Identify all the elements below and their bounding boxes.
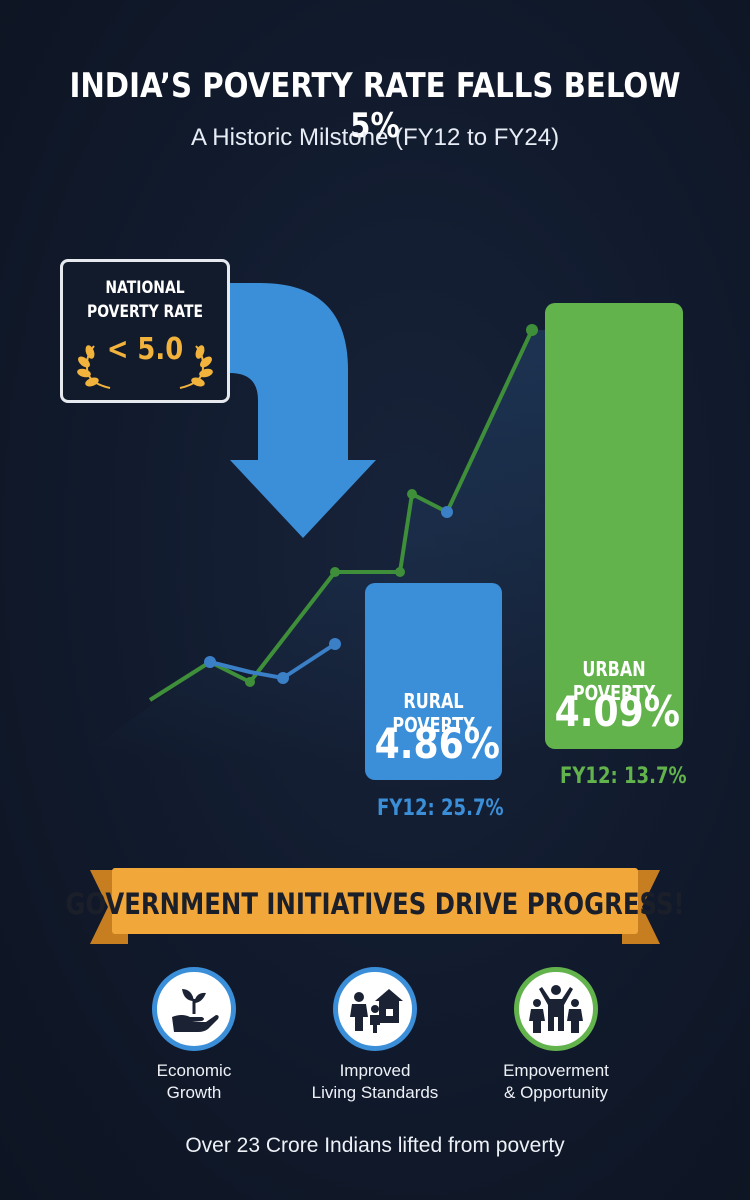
urban-poverty-label: URBAN POVERTY [572, 657, 656, 705]
national-rate-badge: NATIONAL POVERTY RATE < 5.0 [60, 259, 230, 403]
hand-plant-icon [152, 967, 236, 1051]
people-raised-arms-icon [514, 967, 598, 1051]
rural-poverty-value: 4.86% [374, 719, 500, 768]
urban-fy12-value: FY12: 13.7% [560, 764, 687, 789]
urban-trend-points [245, 324, 538, 687]
initiative-living-standards: Improved Living Standards [311, 1061, 439, 1102]
down-arrow-icon [230, 283, 376, 538]
rural-fy12-value: FY12: 25.7% [377, 796, 504, 821]
initiative-empowerment: Empoverment & Opportunity [503, 1061, 609, 1102]
rural-trend-line [209, 642, 337, 680]
rural-poverty-bar: RURAL POVERTY 4.86% [365, 583, 502, 780]
urban-poverty-value: 4.09% [554, 687, 680, 736]
family-home-icon [333, 967, 417, 1051]
ribbon-banner [90, 868, 660, 944]
laurel-icon [77, 345, 213, 389]
rural-poverty-label: RURAL POVERTY [392, 689, 475, 737]
footer-text: Over 23 Crore Indians lifted from povert… [185, 1134, 565, 1157]
badge-label: NATIONAL POVERTY RATE [86, 278, 204, 322]
page-title: INDIA’S POVERTY RATE FALLS BELOW 5% [69, 66, 681, 146]
badge-value: < 5.0 [106, 332, 184, 367]
urban-poverty-bar: URBAN POVERTY 4.09% [545, 303, 683, 749]
page-subtitle: A Historic Milstone (FY12 to FY24) [190, 124, 560, 151]
rural-trend-points [204, 506, 453, 684]
initiative-economic-growth: Economic Growth [156, 1061, 232, 1102]
initiatives-banner: GOVERNMENT INITIATIVES DRIVE PROGRESS! [65, 887, 685, 921]
